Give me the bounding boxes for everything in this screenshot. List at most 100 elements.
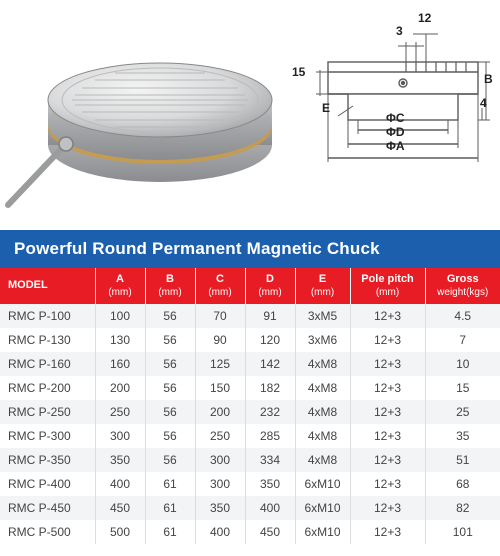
cell: 12+3 (350, 352, 425, 376)
table-row: RMC P-450450613504006xM1012+382 (0, 496, 500, 520)
cell: 12+3 (350, 496, 425, 520)
cell: 4.5 (425, 304, 500, 328)
table-row: RMC P-250250562002324xM812+325 (0, 400, 500, 424)
cell: 130 (95, 328, 145, 352)
cell: RMC P-500 (0, 520, 95, 544)
cell: 12+3 (350, 520, 425, 544)
cell: RMC P-400 (0, 472, 95, 496)
cell: 56 (145, 304, 195, 328)
cell: 125 (195, 352, 245, 376)
cell: RMC P-200 (0, 376, 95, 400)
table-body: RMC P-1001005670913xM512+34.5RMC P-13013… (0, 304, 500, 544)
table-header-row: MODELA(mm)B(mm)C(mm)D(mm)E(mm)Pole pitch… (0, 268, 500, 304)
cell: 12+3 (350, 472, 425, 496)
cell: 200 (195, 400, 245, 424)
col-header: MODEL (0, 268, 95, 304)
title-bar: Powerful Round Permanent Magnetic Chuck (0, 230, 500, 268)
col-header: Pole pitch(mm) (350, 268, 425, 304)
cell: 4xM8 (295, 376, 350, 400)
cell: 400 (95, 472, 145, 496)
cell: RMC P-100 (0, 304, 95, 328)
cell: 350 (95, 448, 145, 472)
cell: 300 (95, 424, 145, 448)
cell: RMC P-300 (0, 424, 95, 448)
cell: RMC P-350 (0, 448, 95, 472)
cell: 3xM5 (295, 304, 350, 328)
cell: 300 (195, 472, 245, 496)
col-header: D(mm) (245, 268, 295, 304)
cell: 68 (425, 472, 500, 496)
cell: 61 (145, 520, 195, 544)
cell: 12+3 (350, 304, 425, 328)
cell: 142 (245, 352, 295, 376)
cell: 250 (195, 424, 245, 448)
cell: 300 (195, 448, 245, 472)
cell: 4xM8 (295, 448, 350, 472)
cell: 3xM6 (295, 328, 350, 352)
cell: 182 (245, 376, 295, 400)
table-row: RMC P-13013056901203xM612+37 (0, 328, 500, 352)
table-row: RMC P-1001005670913xM512+34.5 (0, 304, 500, 328)
table-row: RMC P-500500614004506xM1012+3101 (0, 520, 500, 544)
dim-phiD: ΦD (386, 125, 405, 139)
cell: 101 (425, 520, 500, 544)
cell: 12+3 (350, 448, 425, 472)
cell: RMC P-250 (0, 400, 95, 424)
product-photo (0, 0, 290, 230)
cell: 25 (425, 400, 500, 424)
cell: 7 (425, 328, 500, 352)
dim-phiC: ΦC (386, 111, 405, 125)
cell: 12+3 (350, 376, 425, 400)
col-header: B(mm) (145, 268, 195, 304)
cell: 12+3 (350, 400, 425, 424)
cell: 160 (95, 352, 145, 376)
cell: 61 (145, 472, 195, 496)
cell: 91 (245, 304, 295, 328)
spec-table: MODELA(mm)B(mm)C(mm)D(mm)E(mm)Pole pitch… (0, 268, 500, 544)
cell: 334 (245, 448, 295, 472)
cell: 450 (245, 520, 295, 544)
cell: 4xM8 (295, 352, 350, 376)
cell: RMC P-160 (0, 352, 95, 376)
dim-B: B (484, 72, 493, 86)
table-row: RMC P-400400613003506xM1012+368 (0, 472, 500, 496)
cell: 56 (145, 376, 195, 400)
cell: RMC P-130 (0, 328, 95, 352)
cell: 285 (245, 424, 295, 448)
cell: 56 (145, 400, 195, 424)
cell: 15 (425, 376, 500, 400)
cell: 400 (245, 496, 295, 520)
dim-4: 4 (480, 96, 487, 110)
cell: 6xM10 (295, 520, 350, 544)
dim-12: 12 (418, 11, 431, 25)
table-row: RMC P-200200561501824xM812+315 (0, 376, 500, 400)
cell: 6xM10 (295, 472, 350, 496)
cell: 82 (425, 496, 500, 520)
cell: 450 (95, 496, 145, 520)
top-area: 3 12 15 B 4 E ΦC ΦD ΦA (0, 0, 500, 230)
cell: 120 (245, 328, 295, 352)
cell: 90 (195, 328, 245, 352)
cell: 56 (145, 328, 195, 352)
table-row: RMC P-160160561251424xM812+310 (0, 352, 500, 376)
cell: 56 (145, 424, 195, 448)
cell: 6xM10 (295, 496, 350, 520)
cell: 150 (195, 376, 245, 400)
cell: 4xM8 (295, 400, 350, 424)
table-row: RMC P-350350563003344xM812+351 (0, 448, 500, 472)
cell: 350 (195, 496, 245, 520)
cell: 10 (425, 352, 500, 376)
col-header: E(mm) (295, 268, 350, 304)
cell: 70 (195, 304, 245, 328)
dimension-diagram: 3 12 15 B 4 E ΦC ΦD ΦA (290, 0, 500, 230)
dim-E: E (322, 101, 330, 115)
cell: 400 (195, 520, 245, 544)
dim-3: 3 (396, 24, 403, 38)
cell: 61 (145, 496, 195, 520)
cell: 500 (95, 520, 145, 544)
cell: RMC P-450 (0, 496, 95, 520)
cell: 4xM8 (295, 424, 350, 448)
cell: 56 (145, 352, 195, 376)
cell: 200 (95, 376, 145, 400)
dim-15: 15 (292, 65, 305, 79)
